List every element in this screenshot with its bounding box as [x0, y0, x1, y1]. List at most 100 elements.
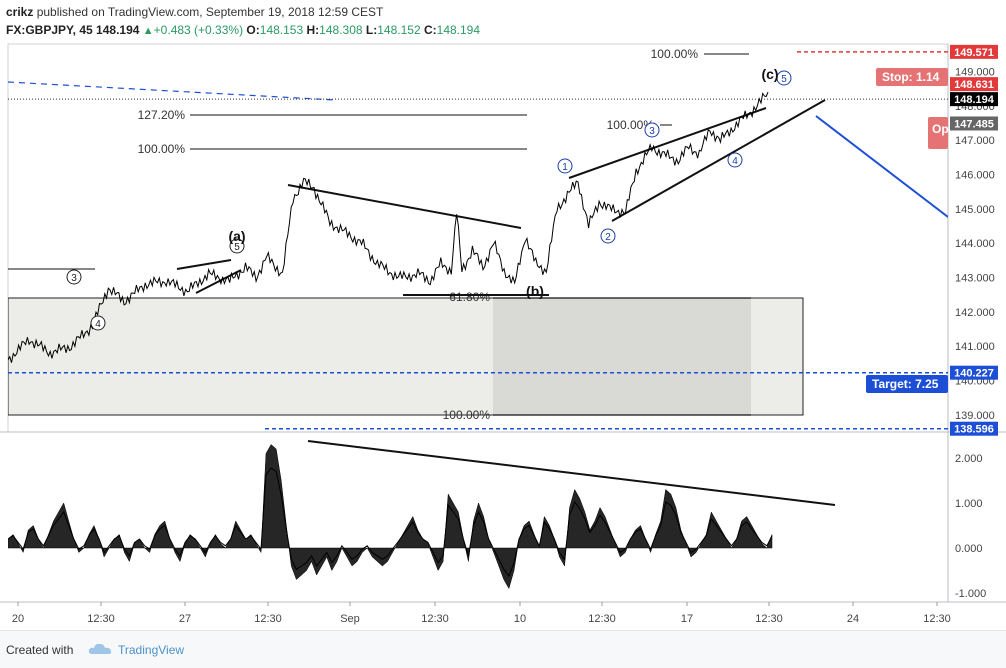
price-level-value: 147.485 [954, 118, 994, 130]
trend-line[interactable] [568, 107, 767, 179]
time-tick-label: 10 [514, 613, 526, 625]
up-arrow-icon: ▲ [142, 25, 154, 37]
price-axis[interactable]: 149.000148.000147.000146.000145.000144.0… [950, 44, 998, 436]
price-level-box[interactable] [950, 44, 998, 59]
oscillator-histogram [8, 444, 773, 590]
low-label: L: [365, 23, 378, 37]
trend-line[interactable] [815, 115, 948, 218]
oscillator-tick-label: 1.000 [955, 498, 983, 510]
open-label: O: [246, 23, 260, 37]
time-axis[interactable]: 20 12:30 27 12:30 Sep 12:30 10 12:30 17 12:30 24 12… [12, 602, 951, 625]
time-tick-label: 20 [12, 613, 24, 625]
published-text: published on TradingView.com, September … [36, 5, 384, 19]
oscillator-axis[interactable]: 2.000 1.000 0.000 -1.000 [955, 453, 986, 600]
oscillator-tick-label: 2.000 [955, 453, 983, 465]
open-tag-label: Op [932, 122, 949, 136]
fib-label: 127.20% [138, 108, 186, 122]
trend-line[interactable] [8, 81, 336, 101]
publish-line: crikz published on TradingView.com, Sept… [6, 5, 383, 19]
horizontal-levels [8, 51, 948, 430]
oscillator-tick-label: -1.000 [955, 588, 986, 600]
price-tick-label: 142.000 [955, 307, 995, 319]
chart-area[interactable]: 127.20% 100.00% 100.00% 100.00% 61.80% 100.00… [0, 0, 1006, 630]
wave-count-label: 1 [562, 162, 568, 173]
time-tick-label: 12:30 [254, 613, 282, 625]
wave-count-marker [644, 122, 660, 138]
price-level-box[interactable] [950, 77, 998, 92]
price-line[interactable] [8, 91, 769, 363]
footer-bar: Created with TradingView [0, 630, 1006, 668]
symbol-line: FX:GBPJPY, 45 148.194 ▲+0.483 (+0.33%) O… [6, 23, 480, 37]
price-level-value: 148.194 [954, 94, 995, 106]
last-price: 148.194 [96, 23, 140, 37]
fib-label: 100.00% [443, 408, 491, 422]
wave-count-marker [66, 269, 82, 285]
time-tick-label: 12:30 [421, 613, 449, 625]
wave-count-label: 5 [234, 242, 240, 253]
price-level-box[interactable] [950, 116, 998, 131]
price-level-box[interactable] [950, 92, 998, 107]
position-tags: Stop: 1.14 Target: 7.25 Op [866, 68, 949, 393]
high-value: 148.308 [319, 23, 363, 37]
price-level-box[interactable] [950, 421, 998, 436]
tradingview-link[interactable]: TradingView [118, 643, 185, 657]
price-tick-label: 143.000 [955, 272, 995, 284]
open-tag[interactable] [928, 117, 948, 149]
close-value: 148.194 [436, 23, 481, 37]
wave-count-label: 3 [649, 126, 655, 137]
wave-count-marker [600, 228, 616, 244]
wave-count-label: 5 [781, 74, 787, 85]
wave-count-label: 2 [605, 232, 611, 243]
wave-c-label: (c) [761, 66, 778, 82]
price-change: +0.483 (+0.33%) [153, 23, 244, 37]
target-tag[interactable] [866, 375, 948, 393]
tradingview-cloud-icon[interactable] [88, 641, 114, 657]
wave-count-label: 4 [95, 319, 101, 330]
price-level-value: 140.227 [954, 368, 994, 380]
price-level-value: 148.631 [954, 79, 994, 91]
time-tick-label: Sep [340, 613, 360, 625]
trend-line[interactable] [287, 184, 522, 229]
time-tick-label: 27 [179, 613, 191, 625]
symbol-label[interactable]: FX:GBPJPY, 45 [6, 23, 93, 37]
price-tick-label: 149.000 [955, 66, 995, 78]
low-value: 148.152 [377, 23, 421, 37]
price-level-value: 138.596 [954, 424, 994, 436]
price-tick-label: 144.000 [955, 238, 995, 250]
fib-zones [8, 297, 804, 416]
wave-a-label: (a) [228, 228, 245, 244]
fib-label: 61.80% [449, 290, 490, 304]
trend-line[interactable] [195, 269, 242, 294]
wave-b-label: (b) [526, 283, 544, 299]
wave-count-label: 3 [71, 273, 77, 284]
price-tick-label: 145.000 [955, 204, 995, 216]
wave-count-label: 4 [732, 156, 738, 167]
price-level-value: 149.571 [954, 47, 994, 59]
trend-line[interactable] [307, 440, 836, 506]
author-name[interactable]: crikz [6, 5, 34, 19]
wave-count-marker [776, 70, 792, 86]
fib-label: 100.00% [651, 47, 699, 61]
stop-tag-label: Stop: 1.14 [882, 70, 940, 84]
close-label: C: [423, 23, 437, 37]
trend-line[interactable] [176, 259, 232, 270]
time-tick-label: 12:30 [923, 613, 951, 625]
fib-zone-inner [493, 298, 751, 415]
oscillator-pane [8, 440, 836, 590]
time-tick-label: 24 [847, 613, 859, 625]
price-tick-label: 141.000 [955, 341, 995, 353]
trend-line[interactable] [611, 99, 826, 222]
trend-lines [8, 81, 948, 294]
target-tag-label: Target: 7.25 [872, 377, 939, 391]
stop-tag[interactable] [876, 68, 948, 86]
wave-count-marker [727, 152, 743, 168]
oscillator-signal-line [8, 467, 773, 578]
chart-header: crikz published on TradingView.com, Sept… [0, 0, 1006, 40]
fib-label: 100.00% [607, 118, 655, 132]
created-with-text: Created with [6, 643, 74, 657]
price-level-box[interactable] [950, 365, 998, 380]
time-tick-label: 12:30 [588, 613, 616, 625]
price-tick-label: 139.000 [955, 410, 995, 422]
fib-label: 100.00% [138, 142, 186, 156]
